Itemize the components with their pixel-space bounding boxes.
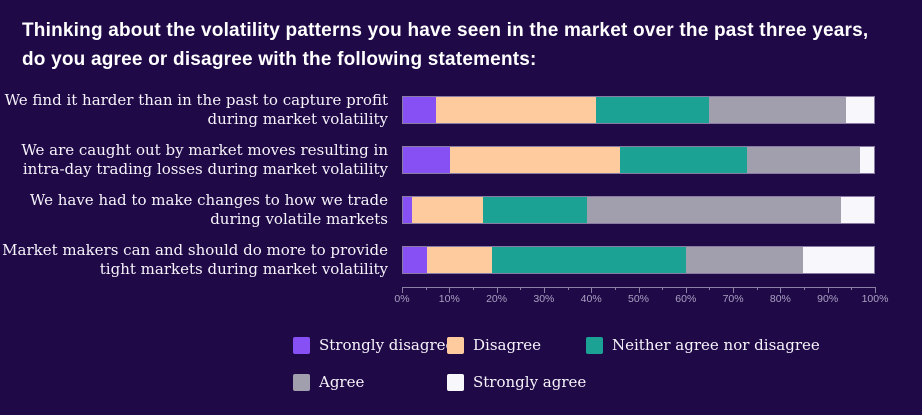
chart-rows: We find it harder than in the past to ca… bbox=[0, 91, 922, 296]
bar bbox=[402, 96, 875, 124]
legend-item-strongly-disagree[interactable]: Strongly disagree bbox=[293, 336, 454, 354]
category-label: We find it harder than in the past to ca… bbox=[4, 90, 388, 129]
axis-tick bbox=[662, 287, 664, 290]
bar bbox=[402, 196, 875, 224]
bar-segment-agree[interactable] bbox=[586, 197, 841, 223]
legend-swatch bbox=[293, 336, 310, 354]
axis-tick-label: 80% bbox=[769, 293, 791, 305]
legend-item-strongly-agree[interactable]: Strongly agree bbox=[447, 373, 586, 391]
legend-item-disagree[interactable]: Disagree bbox=[447, 336, 586, 354]
chart-row: Market makers can and should do more to … bbox=[0, 241, 922, 278]
axis-tick-label: 0% bbox=[394, 293, 410, 305]
axis-tick bbox=[685, 287, 687, 293]
bar-segment-agree[interactable] bbox=[685, 247, 804, 273]
category-label: We are caught out by market moves result… bbox=[21, 140, 388, 179]
axis-tick bbox=[567, 287, 569, 290]
bar-segment-agree[interactable] bbox=[746, 147, 860, 173]
chart-row: We find it harder than in the past to ca… bbox=[0, 91, 922, 128]
bar bbox=[402, 246, 875, 274]
chart-row: We are caught out by market moves result… bbox=[0, 141, 922, 178]
legend-item-agree[interactable]: Agree bbox=[293, 373, 447, 391]
bar-segment-disagree[interactable] bbox=[412, 197, 484, 223]
bar bbox=[402, 146, 875, 174]
axis-tick bbox=[543, 287, 545, 293]
axis-tick bbox=[425, 287, 427, 290]
axis-tick bbox=[827, 287, 829, 293]
legend-swatch bbox=[586, 336, 603, 354]
chart-title: Thinking about the volatility patterns y… bbox=[22, 20, 869, 70]
axis-tick-label: 40% bbox=[580, 293, 602, 305]
legend-label: Disagree bbox=[473, 336, 541, 354]
axis-tick-label: 70% bbox=[722, 293, 744, 305]
legend-label: Strongly disagree bbox=[319, 336, 455, 354]
bar-segment-neither-agree-nor-disagree[interactable] bbox=[619, 147, 747, 173]
axis-tick bbox=[804, 287, 806, 290]
bar-segment-strongly-agree[interactable] bbox=[840, 197, 874, 223]
axis-tick bbox=[733, 287, 735, 293]
legend-swatch bbox=[293, 373, 310, 391]
axis-tick bbox=[851, 287, 853, 290]
axis-tick bbox=[638, 287, 640, 293]
axis-tick-label: 50% bbox=[627, 293, 650, 305]
axis-tick-label: 90% bbox=[817, 293, 839, 305]
axis-tick bbox=[709, 287, 711, 290]
axis-tick bbox=[614, 287, 616, 290]
bar-segment-disagree[interactable] bbox=[426, 247, 493, 273]
axis-tick-label: 20% bbox=[486, 293, 508, 305]
x-axis bbox=[402, 287, 876, 293]
legend-swatch bbox=[447, 336, 464, 354]
bar-segment-strongly-agree[interactable] bbox=[845, 97, 874, 123]
legend-label: Strongly agree bbox=[473, 373, 587, 391]
axis-tick bbox=[591, 287, 593, 293]
axis-tick-label: 60% bbox=[675, 293, 697, 305]
axis-tick bbox=[402, 287, 403, 293]
bar-segment-strongly-agree[interactable] bbox=[859, 147, 874, 173]
axis-tick-label: 30% bbox=[533, 293, 555, 305]
bar-segment-neither-agree-nor-disagree[interactable] bbox=[483, 197, 587, 223]
bar-segment-strongly-agree[interactable] bbox=[803, 247, 874, 273]
bar-segment-strongly-disagree[interactable] bbox=[403, 147, 451, 173]
legend: Strongly disagree Disagree Neither agree n… bbox=[293, 336, 820, 391]
bar-segment-strongly-disagree[interactable] bbox=[403, 97, 436, 123]
bar-segment-agree[interactable] bbox=[709, 97, 846, 123]
axis-tick bbox=[496, 287, 498, 293]
bar-segment-neither-agree-nor-disagree[interactable] bbox=[596, 97, 710, 123]
axis-tick bbox=[449, 287, 451, 293]
axis-tick bbox=[875, 287, 876, 293]
axis-tick bbox=[756, 287, 758, 290]
category-label: Market makers can and should do more to … bbox=[2, 240, 388, 279]
bar-segment-disagree[interactable] bbox=[450, 147, 620, 173]
legend-swatch bbox=[447, 373, 464, 391]
legend-label: Agree bbox=[319, 373, 365, 391]
legend-item-neither-agree-nor-disagree[interactable]: Neither agree nor disagree bbox=[586, 336, 820, 354]
legend-label: Neither agree nor disagree bbox=[612, 336, 820, 354]
bar-segment-neither-agree-nor-disagree[interactable] bbox=[492, 247, 686, 273]
axis-tick bbox=[780, 287, 782, 293]
axis-tick-label: 10% bbox=[438, 293, 460, 305]
chart-row: We have had to make changes to how we tr… bbox=[0, 191, 922, 228]
axis-tick-label: 100% bbox=[861, 293, 889, 305]
bar-segment-strongly-disagree[interactable] bbox=[403, 197, 413, 223]
category-label: We have had to make changes to how we tr… bbox=[29, 190, 388, 229]
bar-segment-disagree[interactable] bbox=[435, 97, 597, 123]
bar-segment-strongly-disagree[interactable] bbox=[403, 247, 427, 273]
axis-tick bbox=[520, 287, 522, 290]
x-axis-labels: 0% 10% 20% 30% 40% 50% 60% 70% 80% 90% 100% bbox=[394, 293, 888, 307]
axis-tick bbox=[472, 287, 474, 290]
